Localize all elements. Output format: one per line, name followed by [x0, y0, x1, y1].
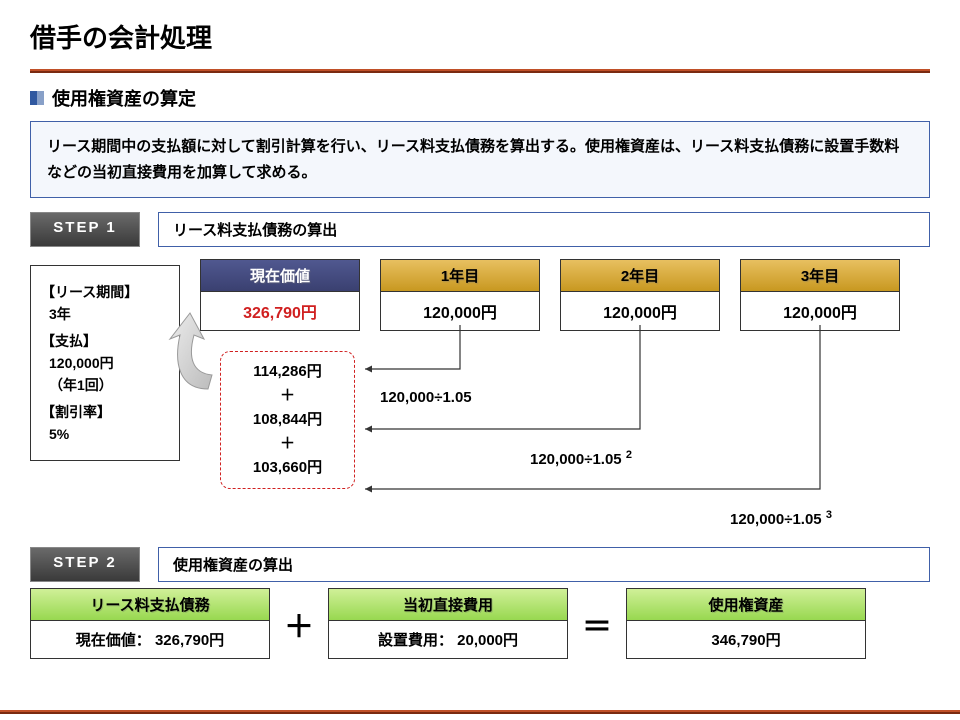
sum-c-val: 346,790円 — [627, 621, 865, 658]
step1-label: リース料支払債務の算出 — [158, 212, 930, 247]
sum-c-box: 使用権資産 346,790円 — [626, 588, 866, 659]
connector-arrows — [30, 259, 930, 539]
eq-op: ＝ — [582, 602, 612, 646]
subtitle: 使用権資産の算定 — [52, 85, 196, 111]
bullet-icon — [30, 91, 44, 105]
sum-b-head: 当初直接費用 — [329, 589, 567, 621]
sum-c-head: 使用権資産 — [627, 589, 865, 621]
step1-row: STEP 1 リース料支払債務の算出 — [30, 212, 930, 247]
bottom-rule — [0, 710, 960, 714]
sum-a-box: リース料支払債務 現在価値： 326,790円 — [30, 588, 270, 659]
step2-label: 使用権資産の算出 — [158, 547, 930, 582]
sum-b-box: 当初直接費用 設置費用： 20,000円 — [328, 588, 568, 659]
curved-arrow-icon — [168, 311, 228, 401]
page-title: 借手の会計処理 — [30, 18, 930, 55]
plus-op: ＋ — [284, 602, 314, 646]
formula-row: リース料支払債務 現在価値： 326,790円 ＋ 当初直接費用 設置費用： 2… — [30, 588, 930, 659]
subtitle-row: 使用権資産の算定 — [30, 85, 930, 111]
sum-a-head: リース料支払債務 — [31, 589, 269, 621]
title-rule — [30, 69, 930, 73]
intro-box: リース期間中の支払額に対して割引計算を行い、リース料支払債務を算出する。使用権資… — [30, 121, 930, 198]
sum-a-val: 現在価値： 326,790円 — [31, 621, 269, 658]
sum-b-val: 設置費用： 20,000円 — [329, 621, 567, 658]
step2-badge: STEP 2 — [30, 547, 140, 582]
step2-row: STEP 2 使用権資産の算出 — [30, 547, 930, 582]
step1-diagram: 【リース期間】 3年 【支払】 120,000円 （年1回） 【割引率】 5% … — [30, 259, 930, 539]
step1-badge: STEP 1 — [30, 212, 140, 247]
